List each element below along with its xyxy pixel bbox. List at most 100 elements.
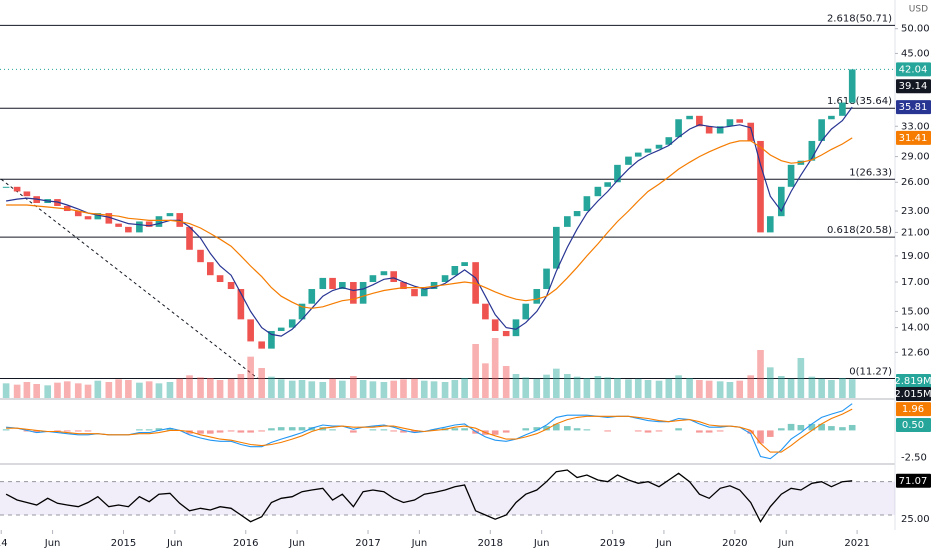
x-tick-label: Jun: [411, 538, 428, 549]
volume-bar: [451, 380, 459, 398]
volume-bar: [44, 385, 51, 398]
volume-bar: [380, 382, 388, 398]
candle: [441, 275, 449, 283]
volume-bar: [136, 382, 143, 398]
candle: [625, 156, 632, 165]
macd-histogram: [288, 427, 296, 431]
volume-bar: [491, 338, 499, 398]
candle: [369, 275, 377, 283]
candle: [675, 119, 682, 138]
candle: [197, 249, 204, 263]
macd-histogram: [491, 430, 499, 435]
candle: [319, 277, 327, 290]
macd-histogram: [2, 429, 10, 431]
volume-bar: [258, 368, 265, 398]
fib-label: 2.618(50.71): [827, 13, 892, 24]
macd-histogram: [655, 430, 663, 432]
candle: [686, 115, 693, 120]
volume-bar: [705, 380, 713, 398]
volume-bar: [594, 376, 602, 398]
volume-bar: [583, 378, 591, 398]
volume-bar: [634, 378, 642, 398]
candle: [115, 223, 122, 227]
macd-histogram: [380, 429, 388, 431]
candle: [430, 282, 438, 290]
fib-label: 1(26.33): [849, 167, 892, 178]
volume-bar: [268, 376, 275, 398]
x-tick-label: Jun: [533, 538, 550, 549]
candle: [491, 319, 499, 331]
macd-histogram: [553, 423, 560, 431]
volume-bar: [818, 378, 825, 398]
candle: [308, 289, 316, 304]
candle: [288, 319, 296, 328]
x-tick-label: 14: [0, 538, 8, 549]
candle: [125, 226, 132, 233]
candle: [390, 271, 398, 283]
macd-histogram: [319, 427, 327, 431]
y-tick-label: 45.00: [901, 48, 930, 59]
volume-bar: [400, 379, 407, 398]
volume-bar: [808, 376, 816, 398]
macd-histogram: [533, 427, 541, 431]
x-tick-label: Jun: [655, 538, 672, 549]
candle: [84, 216, 92, 220]
volume-bar: [736, 380, 744, 398]
candle: [644, 148, 652, 153]
x-tick-label: 2021: [844, 538, 869, 549]
candle: [502, 330, 510, 337]
volume-bar: [716, 381, 724, 398]
volume-bar: [298, 380, 306, 398]
macd-histogram: [258, 430, 265, 432]
candle: [848, 69, 856, 103]
volume-bar: [125, 380, 132, 398]
macd-histogram: [411, 430, 418, 433]
macd-histogram: [329, 429, 336, 431]
volume-bar: [420, 380, 428, 398]
volume-bar: [74, 383, 82, 398]
x-tick-label: Jun: [777, 538, 794, 549]
candle: [136, 221, 143, 233]
volume-bar: [94, 380, 102, 398]
macd-histogram: [247, 430, 254, 433]
x-tick-label: Jun: [166, 538, 183, 549]
candle: [522, 303, 530, 320]
volume-bar: [23, 382, 31, 398]
macd-signal: [6, 408, 853, 453]
macd-histogram: [543, 426, 550, 431]
volume-bar: [216, 380, 224, 398]
candle: [380, 271, 388, 276]
candle: [227, 282, 235, 290]
volume-bar: [186, 375, 193, 398]
candle: [277, 327, 285, 331]
candle: [777, 186, 785, 217]
macd-histogram: [84, 430, 92, 432]
y-tick-label: 23.00: [901, 206, 930, 217]
fib-label: 0.618(20.58): [827, 225, 892, 236]
volume-ma-value-box: [896, 387, 931, 401]
volume-ma-value: 2.015M: [894, 389, 931, 400]
volume-bar: [13, 384, 21, 398]
macd-histogram: [227, 430, 235, 432]
candle: [411, 289, 418, 297]
candle: [604, 182, 611, 187]
volume-bar: [757, 350, 764, 398]
volume-bar: [472, 344, 479, 398]
macd-histogram: [583, 429, 591, 431]
candle: [696, 115, 703, 127]
candle: [2, 186, 10, 188]
x-tick-label: Jun: [288, 538, 305, 549]
y-tick-label: 21.00: [901, 227, 930, 238]
moving-average: [5, 106, 853, 337]
candle: [665, 137, 673, 145]
volume-bar: [686, 378, 693, 398]
macd-histogram: [828, 426, 835, 431]
volume-bar: [797, 358, 805, 398]
candle: [186, 226, 193, 250]
macd-histogram: [155, 428, 163, 431]
histogram-value: 0.50: [902, 420, 924, 431]
volume-bar: [604, 377, 611, 398]
candle: [461, 262, 468, 266]
macd-histogram: [400, 430, 407, 433]
y-tick-label: 50.00: [901, 24, 930, 35]
